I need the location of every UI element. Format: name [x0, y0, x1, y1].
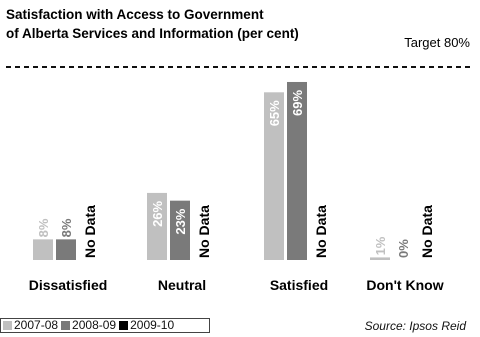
category-label-satisfied: Satisfied	[270, 277, 328, 293]
category-labels: Dissatisfied Neutral Satisfied Don't Know	[29, 277, 444, 293]
legend-label-2007-08: 2007-08	[14, 318, 59, 332]
category-label-dissatisfied: Dissatisfied	[29, 277, 108, 293]
data-label-neutral-2007-08: 26%	[150, 200, 165, 226]
category-label-don-t-know: Don't Know	[366, 277, 443, 293]
bars: 8% 8% No Data 26% 23% No Data 65% 69% No Data 1% 0…	[33, 81, 435, 260]
source-note: Source: Ipsos Reid	[364, 319, 466, 333]
bar-satisfied-2008-09	[287, 81, 307, 260]
no-data-label-dissatisfied-2009-10: No Data	[82, 205, 98, 258]
no-data-label-neutral-2009-10: No Data	[196, 205, 212, 258]
bar-dissatisfied-2007-08	[33, 239, 53, 260]
bar-neutral-2008-09	[170, 200, 190, 260]
data-label-dissatisfied-2007-08: 8%	[36, 218, 51, 237]
data-label-satisfied-2007-08: 65%	[267, 100, 282, 126]
data-label-satisfied-2008-09: 69%	[290, 90, 305, 116]
bar-neutral-2007-08	[147, 192, 167, 260]
legend-swatch-2007-08	[3, 321, 12, 330]
data-label-neutral-2008-09: 23%	[173, 208, 188, 234]
data-label-don-t-know-2008-09: 0%	[396, 239, 411, 258]
chart: Satisfaction with Access to Government o…	[6, 7, 470, 293]
legend-swatch-2008-09	[61, 321, 71, 330]
legend-item-2007-08: 2007-08	[3, 319, 58, 332]
bar-dissatisfied-2008-09	[56, 239, 76, 260]
bar-don-t-know-2007-08	[370, 257, 390, 260]
no-data-label-don-t-know-2009-10: No Data	[419, 205, 435, 258]
no-data-label-satisfied-2009-10: No Data	[313, 205, 329, 258]
legend-label-2009-10: 2009-10	[130, 318, 175, 332]
target-label: Target 80%	[404, 35, 470, 50]
category-label-neutral: Neutral	[158, 277, 206, 293]
legend-label-2008-09: 2008-09	[72, 318, 117, 332]
legend: 2007-08 2008-09 2009-10	[0, 318, 210, 333]
chart-title-line-2: of Alberta Services and Information (per…	[6, 26, 299, 41]
legend-swatch-2009-10	[119, 321, 129, 330]
chart-title-line-1: Satisfaction with Access to Government	[6, 7, 264, 22]
bar-satisfied-2007-08	[264, 92, 284, 260]
data-label-dissatisfied-2008-09: 8%	[59, 218, 74, 237]
legend-item-2008-09: 2008-09	[61, 319, 116, 332]
data-label-don-t-know-2007-08: 1%	[373, 236, 388, 255]
legend-item-2009-10: 2009-10	[119, 319, 174, 332]
